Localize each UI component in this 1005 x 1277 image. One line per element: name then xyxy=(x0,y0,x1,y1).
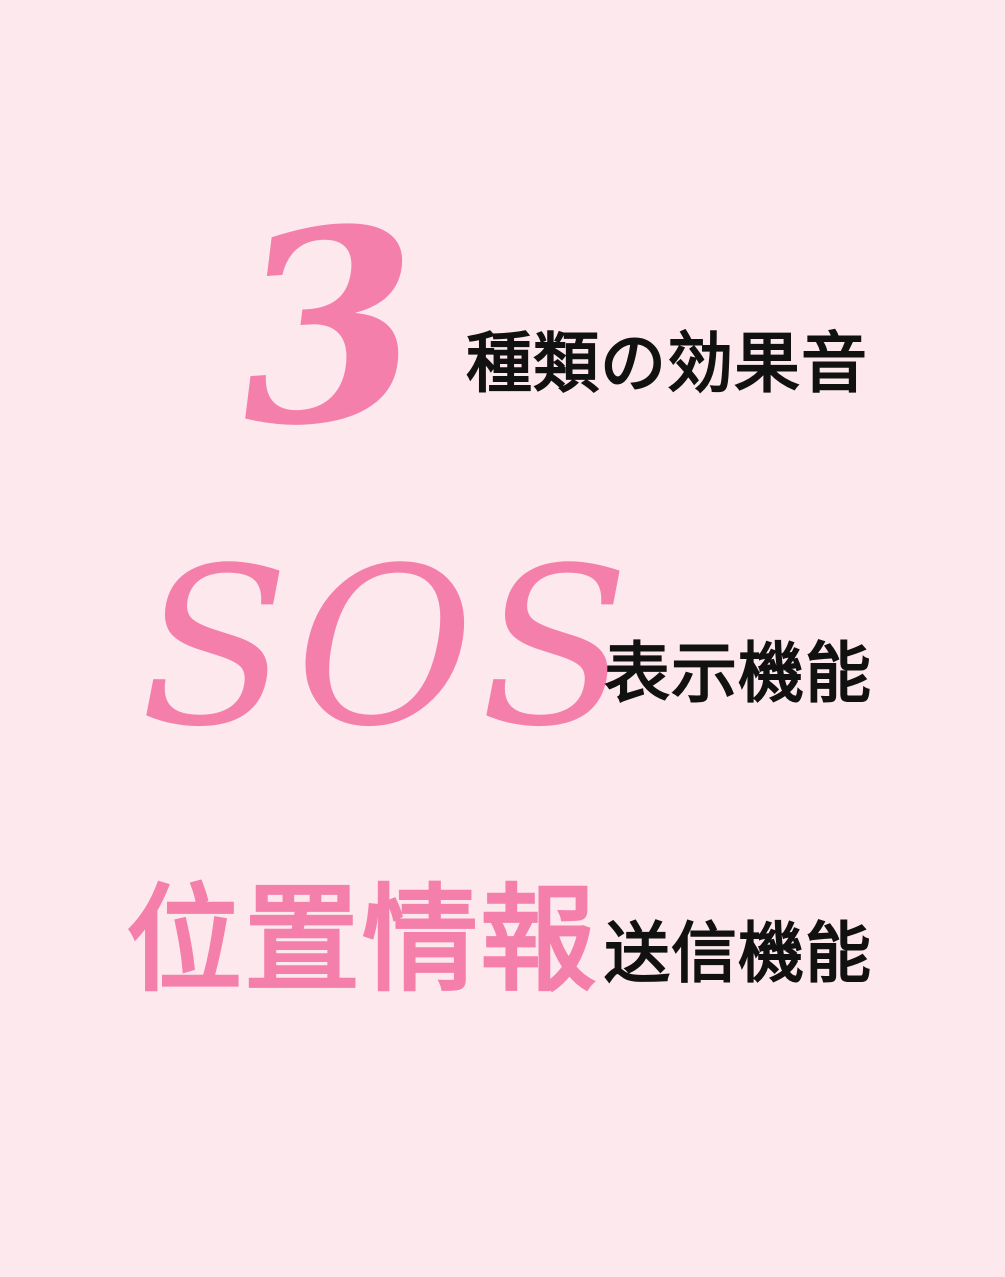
sos-highlight: SOS xyxy=(140,522,636,775)
location-sending-label: 送信機能 xyxy=(604,914,872,992)
sound-effects-label: 種類の効果音 xyxy=(466,324,868,402)
sos-display-label: 表示機能 xyxy=(604,634,872,712)
sound-effects-count: 3 xyxy=(227,167,431,487)
location-info-highlight: 位置情報 xyxy=(126,872,598,1008)
